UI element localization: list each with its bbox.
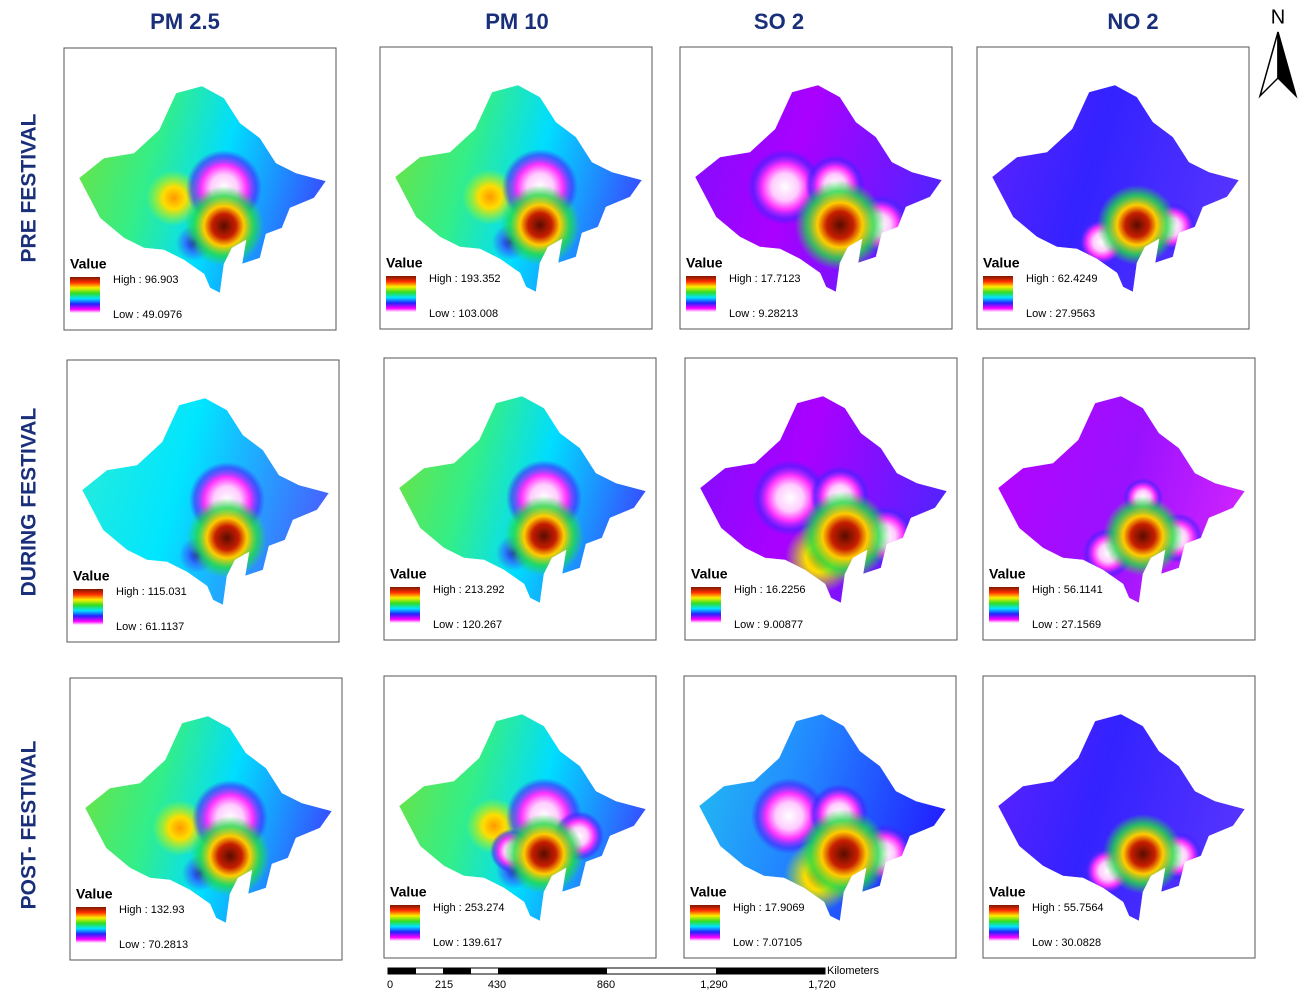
scale-label: 0 xyxy=(387,979,393,991)
legend-high: High : 96.903 xyxy=(113,274,178,286)
legend-title: Value xyxy=(70,256,107,272)
figure: N Kilometers 0 215 430 860 1,290 1,720 PM 2.5… xyxy=(0,0,1300,992)
column-title: SO 2 xyxy=(754,9,804,34)
legend-high: High : 16.2256 xyxy=(734,584,806,596)
map-panel: Value High : 253.274 Low : 139.617 xyxy=(384,676,656,958)
map-panel: Value High : 193.352 Low : 103.008 xyxy=(380,47,652,329)
legend-low: Low : 120.267 xyxy=(433,619,502,631)
legend-ramp xyxy=(73,589,103,625)
map-panel: Value High : 115.031 Low : 61.1137 xyxy=(67,360,339,642)
legend-high: High : 253.274 xyxy=(433,902,505,914)
legend-low: Low : 27.1569 xyxy=(1032,619,1101,631)
legend-title: Value xyxy=(390,566,427,582)
legend-title: Value xyxy=(989,566,1026,582)
legend-ramp xyxy=(686,276,716,312)
column-title: NO 2 xyxy=(1107,9,1158,34)
scale-label: 860 xyxy=(597,979,615,991)
legend-high: High : 193.352 xyxy=(429,273,501,285)
map-panel: Value High : 55.7564 Low : 30.0828 xyxy=(983,676,1255,958)
scale-bar: Kilometers 0 215 430 860 1,290 1,720 xyxy=(387,965,880,991)
hotspot xyxy=(795,180,885,270)
map-panel: Value High : 17.7123 Low : 9.28213 xyxy=(680,47,952,329)
legend-title: Value xyxy=(76,886,113,902)
map-panel: Value High : 213.292 Low : 120.267 xyxy=(384,358,656,640)
legend-low: Low : 9.00877 xyxy=(734,619,803,631)
legend-high: High : 213.292 xyxy=(433,584,505,596)
legend-ramp xyxy=(983,276,1013,312)
legend-title: Value xyxy=(690,884,727,900)
legend-title: Value xyxy=(989,884,1026,900)
legend-title: Value xyxy=(691,566,728,582)
map-panel: Value High : 16.2256 Low : 9.00877 xyxy=(685,358,957,640)
hotspot xyxy=(187,498,267,578)
column-title: PM 10 xyxy=(485,9,549,34)
legend-high: High : 17.7123 xyxy=(729,273,801,285)
legend-high: High : 132.93 xyxy=(119,904,184,916)
legend-high: High : 56.1141 xyxy=(1032,584,1103,596)
legend-title: Value xyxy=(390,884,427,900)
legend-high: High : 55.7564 xyxy=(1032,902,1104,914)
legend-ramp xyxy=(989,905,1019,941)
hotspot xyxy=(800,491,890,581)
legend-low: Low : 70.2813 xyxy=(119,939,188,951)
legend-ramp xyxy=(691,587,721,623)
column-title: PM 2.5 xyxy=(150,9,220,34)
row-title: PRE FESTIVAL xyxy=(18,113,41,262)
row-title: DURING FESTIVAL xyxy=(18,408,41,597)
hotspot xyxy=(1103,814,1183,894)
legend-low: Low : 7.07105 xyxy=(733,937,802,949)
legend-high: High : 17.9069 xyxy=(733,902,805,914)
row-title: POST- FESTIVAL xyxy=(18,740,41,909)
scale-unit: Kilometers xyxy=(827,965,879,977)
legend-low: Low : 30.0828 xyxy=(1032,937,1101,949)
hotspot xyxy=(1097,185,1177,265)
legend-low: Low : 139.617 xyxy=(433,937,502,949)
legend-low: Low : 9.28213 xyxy=(729,308,798,320)
legend-low: Low : 49.0976 xyxy=(113,309,182,321)
legend-ramp xyxy=(390,905,420,941)
map-panel: Value High : 132.93 Low : 70.2813 xyxy=(70,678,342,960)
north-arrow: N xyxy=(1260,6,1296,96)
legend-title: Value xyxy=(73,568,110,584)
hotspot xyxy=(500,185,580,265)
legend-high: High : 62.4249 xyxy=(1026,273,1098,285)
legend-low: Low : 103.008 xyxy=(429,308,498,320)
scale-label: 430 xyxy=(488,979,506,991)
legend-ramp xyxy=(76,907,106,943)
legend-ramp xyxy=(386,276,416,312)
legend-ramp xyxy=(989,587,1019,623)
legend-low: Low : 61.1137 xyxy=(116,621,184,633)
map-panel: Value High : 96.903 Low : 49.0976 xyxy=(64,48,336,330)
map-panel: Value High : 62.4249 Low : 27.9563 xyxy=(977,47,1249,329)
legend-title: Value xyxy=(983,255,1020,271)
scale-label: 215 xyxy=(435,979,453,991)
hotspot xyxy=(1103,496,1183,576)
scale-label: 1,720 xyxy=(808,979,836,991)
legend-ramp xyxy=(690,905,720,941)
legend-ramp xyxy=(70,277,100,313)
legend-title: Value xyxy=(686,255,723,271)
legend-high: High : 115.031 xyxy=(116,586,187,598)
hotspot xyxy=(504,496,584,576)
north-label: N xyxy=(1271,6,1285,28)
legend-title: Value xyxy=(386,255,423,271)
hotspot xyxy=(504,814,584,894)
hotspot xyxy=(190,816,270,896)
legend-ramp xyxy=(390,587,420,623)
hotspot xyxy=(799,809,889,899)
map-panel: Value High : 17.9069 Low : 7.07105 xyxy=(684,676,956,958)
hotspot xyxy=(184,186,264,266)
scale-label: 1,290 xyxy=(700,979,728,991)
legend-low: Low : 27.9563 xyxy=(1026,308,1095,320)
map-panel: Value High : 56.1141 Low : 27.1569 xyxy=(983,358,1255,640)
